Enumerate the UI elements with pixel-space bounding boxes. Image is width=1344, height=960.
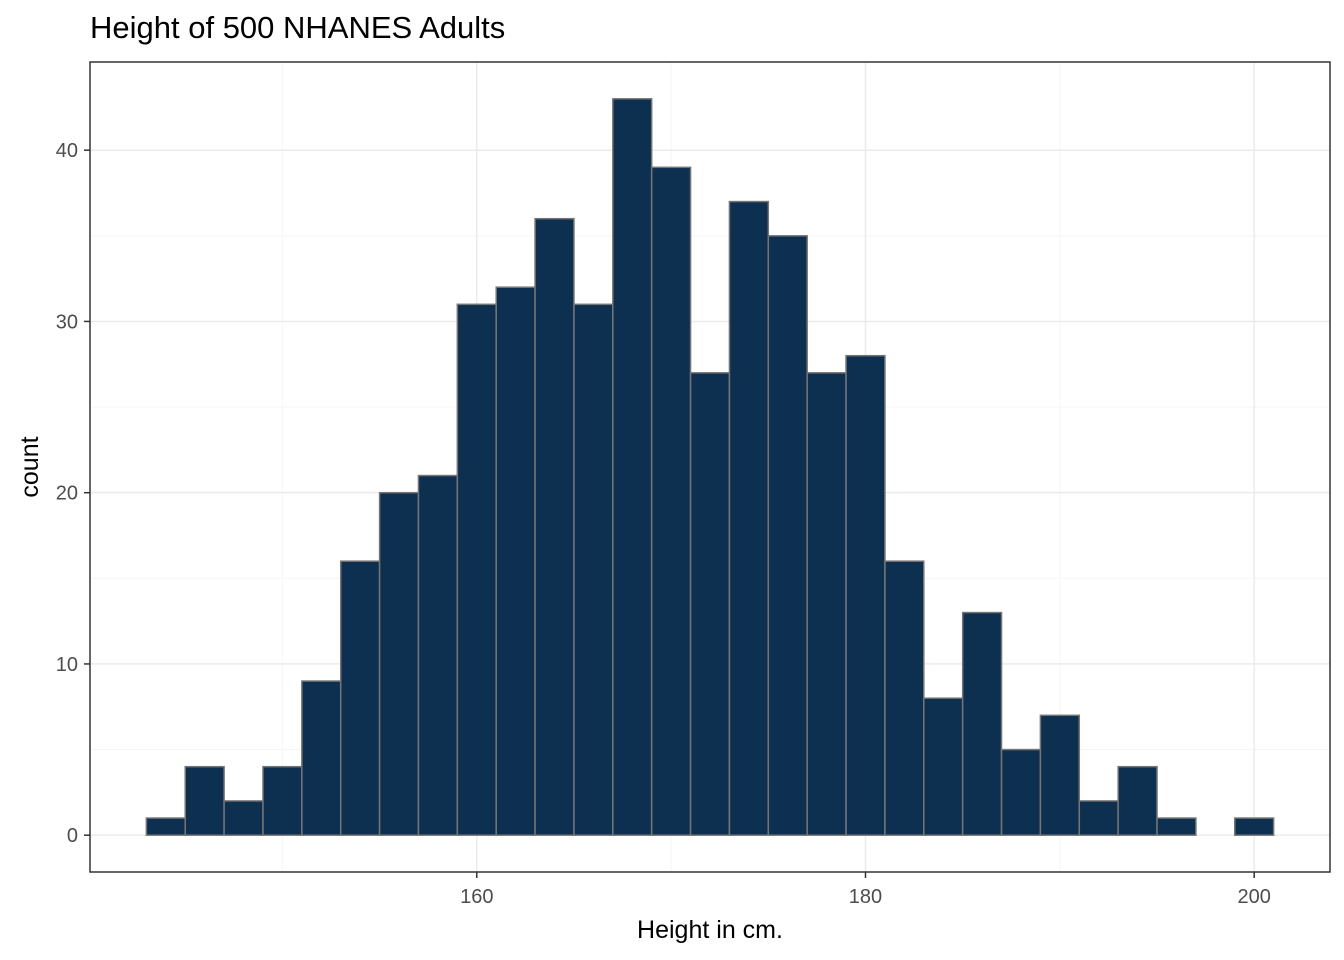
histogram-bar (573, 303, 614, 836)
histogram-bar (1000, 748, 1042, 836)
histogram-bar (495, 286, 536, 836)
histogram-bar (534, 217, 575, 836)
histogram-bar (184, 765, 225, 836)
histogram-bar (262, 765, 303, 836)
x-tick-label: 160 (460, 886, 493, 908)
x-axis: 160 180 200 (460, 872, 1271, 908)
histogram-bar (301, 680, 342, 836)
histogram-bar (456, 303, 497, 836)
histogram-bar (1234, 817, 1275, 836)
chart-title: Height of 500 NHANES Adults (90, 10, 506, 45)
histogram-bar (845, 354, 886, 836)
histogram-bar (1039, 714, 1081, 836)
histogram-bar (1117, 765, 1158, 836)
histogram-bar (1156, 817, 1197, 836)
y-tick-label: 20 (56, 483, 78, 505)
histogram-bar (689, 372, 731, 836)
histogram-bar (806, 372, 847, 836)
histogram-bar (728, 200, 770, 836)
y-tick-label: 10 (56, 654, 78, 676)
histogram-bar (961, 611, 1003, 836)
histogram-bar (767, 235, 808, 836)
panel-border (89, 61, 1331, 873)
histogram-bar (417, 474, 459, 836)
histogram-bar (612, 98, 653, 836)
x-tick-label: 200 (1238, 886, 1271, 908)
y-tick-label: 40 (56, 140, 78, 162)
histogram-bar (378, 491, 420, 836)
histogram-bar (1078, 800, 1119, 836)
y-axis: 0 10 20 30 40 (56, 140, 90, 847)
y-tick-label: 0 (67, 825, 78, 847)
x-axis-title: Height in cm. (637, 916, 783, 944)
histogram-bar (650, 166, 692, 836)
histogram-bar (339, 560, 381, 836)
histogram-bar (884, 560, 925, 836)
histogram-bar (223, 800, 264, 836)
histogram-bar (923, 697, 964, 836)
y-axis-title: count (16, 436, 44, 497)
y-tick-label: 30 (56, 311, 78, 333)
x-tick-label: 180 (849, 886, 882, 908)
histogram-bars (145, 98, 1275, 836)
histogram-bar (145, 817, 186, 836)
